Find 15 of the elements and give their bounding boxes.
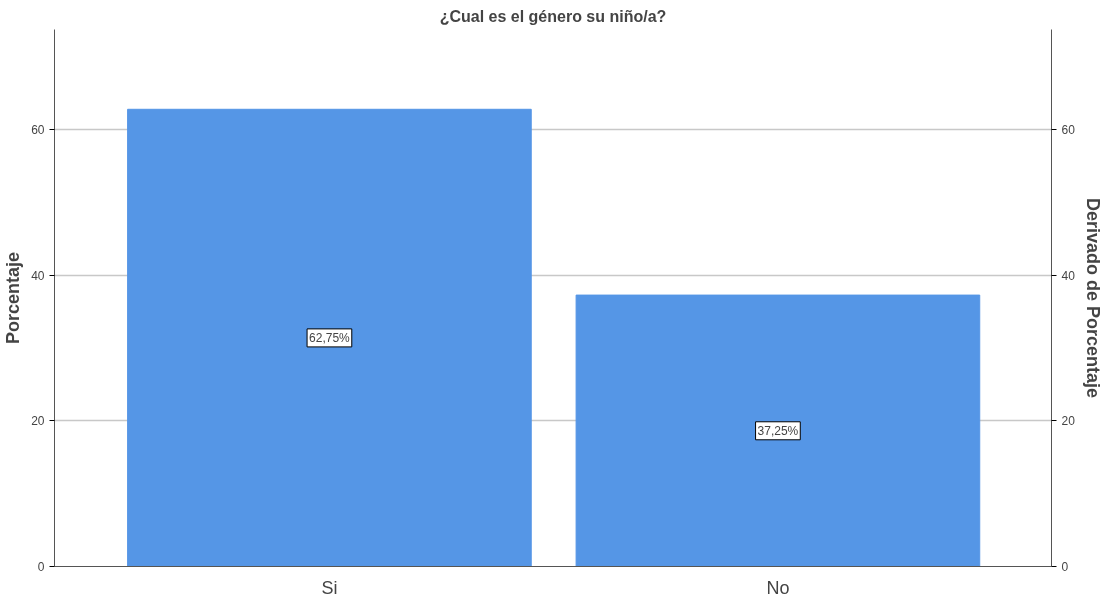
y-axis-title: Porcentaje — [3, 251, 24, 345]
y2-tick-label: 40 — [1061, 268, 1076, 283]
y-tick-label: 20 — [31, 414, 45, 429]
data-label: 37,25% — [757, 423, 799, 438]
y-tick-label: 60 — [31, 122, 45, 137]
x-tick-label: Si — [321, 577, 338, 598]
y2-tick-label: 20 — [1061, 414, 1076, 429]
y2-tick-label: 0 — [1061, 560, 1069, 574]
x-tick-label: No — [766, 577, 790, 598]
y-tick-label: 0 — [37, 560, 45, 574]
data-label: 62,75% — [309, 330, 351, 345]
y2-tick-label: 60 — [1061, 122, 1076, 137]
y-tick-label: 40 — [31, 268, 45, 283]
y2-axis-title: Derivado de Porcentaje — [1082, 197, 1103, 399]
chart-title: ¿Cual es el género su niño/a? — [439, 7, 667, 25]
